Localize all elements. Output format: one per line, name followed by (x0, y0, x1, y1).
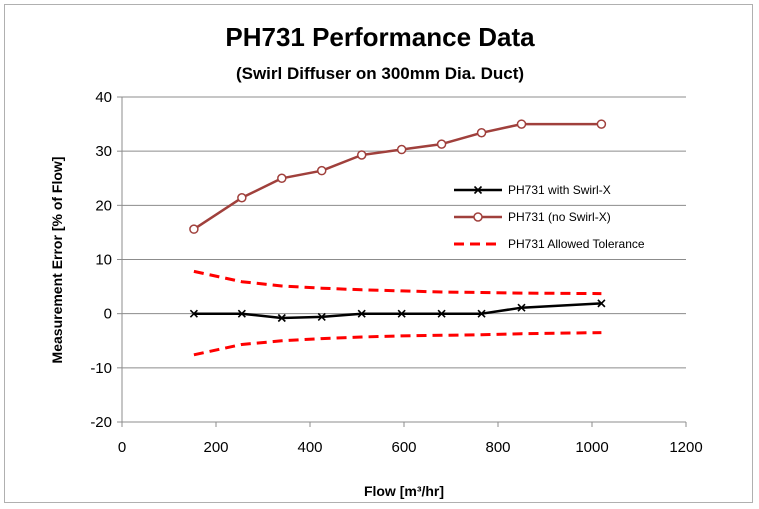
data-point-stroke (597, 299, 606, 308)
axes (117, 96, 687, 427)
data-point (189, 224, 199, 234)
data-point (477, 309, 486, 318)
legend-label: PH731 (no Swirl-X) (508, 210, 611, 224)
series-line-3 (193, 331, 602, 357)
gridlines (122, 96, 686, 369)
legend-label: PH731 with Swirl-X (508, 183, 611, 197)
data-point (516, 119, 527, 129)
data-point (277, 313, 286, 323)
chart-subtitle: (Swirl Diffuser on 300mm Dia. Duct) (236, 64, 524, 83)
legend-marker (473, 212, 483, 222)
data-point (517, 303, 526, 312)
x-tick-label: 400 (297, 439, 322, 456)
y-tick-label: 30 (95, 143, 112, 160)
data-point (277, 173, 287, 183)
x-tick-label: 600 (391, 439, 416, 456)
series-3 (193, 331, 602, 357)
y-tick-label: -10 (90, 360, 112, 377)
y-tick-label: 10 (95, 252, 112, 269)
legend-label: PH731 Allowed Tolerance (508, 237, 645, 251)
data-point (189, 309, 198, 318)
data-point (596, 119, 607, 129)
data-point-stroke (277, 313, 286, 323)
data-point-stroke (237, 309, 246, 318)
data-point (317, 312, 326, 321)
data-point (357, 309, 366, 318)
series-1 (189, 119, 607, 234)
y-tick-label: 40 (95, 89, 112, 106)
x-tick-label: 0 (118, 439, 126, 456)
series-line-1 (193, 122, 602, 231)
legend: PH731 with Swirl-X PH731 (no Swirl-X) PH73… (454, 183, 645, 251)
x-tick-labels: 0 200 400 600 800 1000 1200 (118, 439, 703, 456)
data-point-stroke (437, 309, 446, 318)
data-point-stroke (517, 303, 526, 312)
data-point-stroke (397, 309, 406, 318)
data-point-stroke (477, 309, 486, 318)
data-point-stroke (317, 312, 326, 321)
data-point (356, 150, 367, 160)
x-tick-label: 1000 (575, 439, 608, 456)
y-tick-label: 20 (95, 197, 112, 214)
data-point (237, 309, 246, 318)
data-point (237, 193, 247, 203)
data-point (437, 309, 446, 318)
y-tick-label: -20 (90, 414, 112, 431)
data-point (396, 144, 407, 155)
data-point (317, 165, 327, 176)
x-tick-label: 1200 (669, 439, 702, 456)
series-layer (189, 119, 607, 357)
x-tick-label: 200 (203, 439, 228, 456)
x-tick-label: 800 (485, 439, 510, 456)
legend-marker (473, 185, 483, 195)
data-point-stroke (189, 309, 198, 318)
data-point (476, 128, 487, 138)
chart-frame (4, 4, 753, 503)
chart-title: PH731 Performance Data (225, 22, 535, 52)
y-axis-label: Measurement Error [% of Flow] (49, 157, 65, 364)
y-tick-labels: -20 -10 0 10 20 30 40 (90, 89, 112, 431)
series-line-2 (193, 269, 602, 296)
data-point-stroke (357, 309, 366, 318)
data-point (397, 309, 406, 318)
data-point (597, 299, 606, 308)
series-line-0 (193, 302, 602, 320)
data-point (436, 139, 447, 149)
series-2 (193, 269, 602, 296)
x-axis-label: Flow [m³/hr] (364, 483, 444, 499)
y-tick-label: 0 (104, 306, 112, 323)
series-0 (189, 299, 606, 323)
